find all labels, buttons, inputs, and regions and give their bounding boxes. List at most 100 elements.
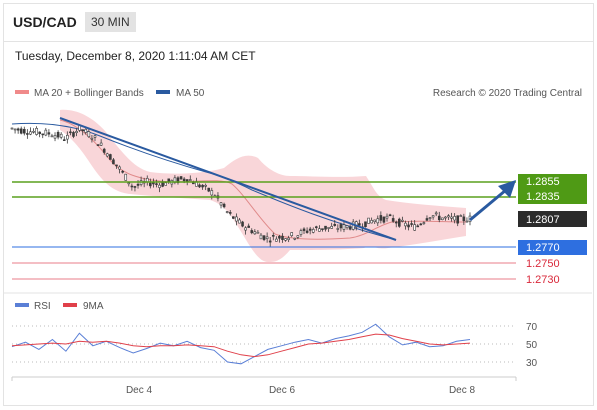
x-tick-dec6: Dec 6 xyxy=(269,385,296,396)
price-tag-support-bg xyxy=(518,240,587,255)
candle-body xyxy=(44,129,48,136)
candle-body xyxy=(287,237,290,240)
candle-body xyxy=(158,184,161,188)
candle-body xyxy=(228,212,232,214)
candle-body xyxy=(342,224,346,230)
rsi-tick-50: 50 xyxy=(526,340,538,351)
candle-body xyxy=(444,216,447,219)
x-tick-dec4: Dec 4 xyxy=(126,385,153,396)
candle-body xyxy=(235,216,238,222)
candle-body xyxy=(16,128,20,131)
candle-body xyxy=(26,133,29,135)
candle-body xyxy=(29,131,32,135)
forecast-arrow-icon xyxy=(498,180,516,198)
candlesticks xyxy=(10,124,472,247)
candle-body xyxy=(265,236,269,239)
timeframe-badge[interactable]: 30 MIN xyxy=(85,12,136,32)
chart-widget: USD/CAD 30 MIN Tuesday, December 8, 2020… xyxy=(3,3,594,406)
candle-body xyxy=(271,235,275,237)
candle-body xyxy=(127,182,131,185)
price-tag-support-3: 1.2730 xyxy=(526,274,560,286)
candle-body xyxy=(47,132,51,135)
candle-body xyxy=(256,231,260,234)
candle-body xyxy=(96,144,100,146)
candle-body xyxy=(164,182,167,186)
candle-body xyxy=(299,230,303,235)
candle-body xyxy=(262,235,266,240)
candle-body xyxy=(207,187,211,192)
candle-body xyxy=(416,225,420,228)
candle-body xyxy=(404,222,407,227)
candle-body xyxy=(259,234,263,240)
trendline xyxy=(59,117,397,241)
candle-body xyxy=(13,128,17,131)
candle-body xyxy=(336,228,340,230)
candle-body xyxy=(112,159,115,165)
candle-body xyxy=(345,225,349,229)
candle-body xyxy=(149,182,152,187)
candle-body xyxy=(50,135,54,138)
candle-body xyxy=(136,183,140,186)
candle-body xyxy=(327,227,330,229)
candle-body xyxy=(109,154,112,160)
candle-body xyxy=(182,178,186,182)
candle-body xyxy=(75,131,78,134)
candle-body xyxy=(81,129,84,132)
candle-body xyxy=(155,183,158,185)
candle-body xyxy=(284,238,287,241)
candle-body xyxy=(311,229,315,233)
candle-body xyxy=(222,203,226,208)
candle-body xyxy=(459,215,463,217)
candle-body xyxy=(238,219,241,224)
candle-body xyxy=(465,220,469,223)
candle-body xyxy=(99,142,103,146)
rsi-tick-30: 30 xyxy=(526,358,538,369)
candle-body xyxy=(59,133,63,138)
candle-body xyxy=(244,227,247,231)
candle-body xyxy=(281,235,284,240)
ma-bb-legend-swatch xyxy=(15,90,29,94)
candle-body xyxy=(358,223,361,226)
candle-body xyxy=(188,179,192,181)
candle-body xyxy=(268,240,272,243)
candle-body xyxy=(333,224,337,226)
candle-body xyxy=(324,225,327,230)
candle-body xyxy=(318,228,321,232)
ma20-line xyxy=(59,119,467,240)
candle-body xyxy=(431,215,435,218)
candle-body xyxy=(130,185,134,188)
candle-body xyxy=(275,238,278,242)
symbol-label: USD/CAD xyxy=(13,14,77,30)
candle-body xyxy=(133,186,137,188)
candle-body xyxy=(38,131,41,134)
candle-body xyxy=(198,184,201,188)
x-tick-dec8: Dec 8 xyxy=(449,385,476,396)
candle-body xyxy=(373,219,377,222)
candle-body xyxy=(437,215,441,221)
candle-body xyxy=(62,139,66,141)
candle-body xyxy=(145,178,149,183)
candle-body xyxy=(32,130,35,133)
candle-body xyxy=(41,133,45,136)
candle-body xyxy=(388,214,392,217)
candle-body xyxy=(210,190,214,196)
candle-body xyxy=(72,132,75,137)
candle-body xyxy=(90,137,94,140)
candle-body xyxy=(121,170,124,173)
rsi-ma-legend-swatch xyxy=(63,303,77,307)
candle-body xyxy=(219,202,223,206)
candle-body xyxy=(407,224,410,228)
candle-body xyxy=(278,235,281,239)
candle-body xyxy=(232,216,235,219)
price-tag-1-bg xyxy=(518,174,587,189)
candle-body xyxy=(293,237,297,240)
candle-body xyxy=(250,230,254,234)
candle-body xyxy=(394,221,398,224)
forecast-arrow-shaft xyxy=(469,188,507,222)
rsi-tick-70: 70 xyxy=(526,322,538,333)
candle-body xyxy=(413,224,416,231)
candle-body xyxy=(419,223,423,226)
candle-body xyxy=(428,217,432,219)
candle-body xyxy=(425,218,429,221)
candle-body xyxy=(105,153,109,157)
